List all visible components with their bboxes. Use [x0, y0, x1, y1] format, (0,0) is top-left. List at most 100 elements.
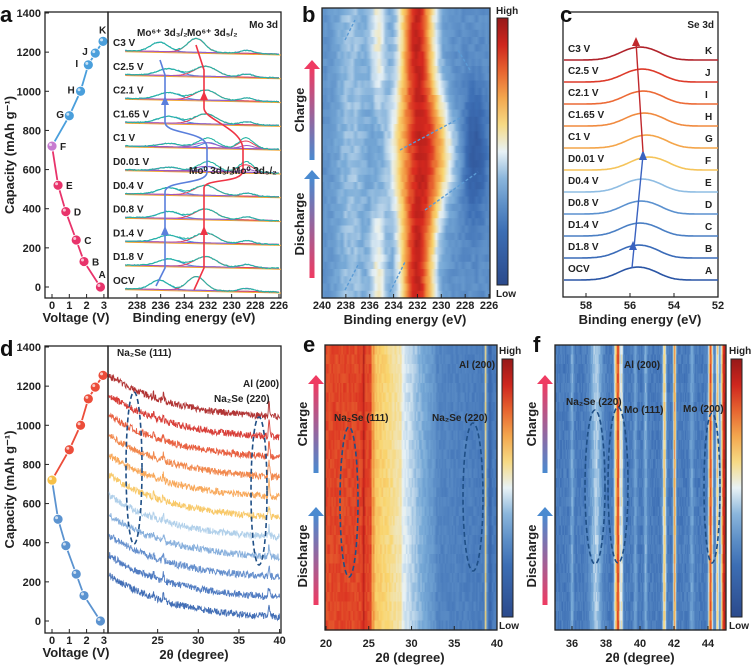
e-heatmap-row	[325, 449, 497, 460]
d-left-point	[63, 444, 75, 456]
e-heatmap-row	[325, 411, 497, 422]
f-heatmap-row	[555, 383, 726, 394]
b-heatmap-row	[322, 51, 490, 60]
c-spectrum	[564, 200, 718, 215]
c-row-letter: I	[705, 90, 708, 101]
e-heatmap-row	[325, 601, 497, 612]
d-xrd-pattern	[108, 533, 281, 581]
a-left-point-label: A	[98, 270, 105, 281]
d-left-point	[70, 568, 82, 580]
a-xps-annotation: Mo⁶⁺ 3d₃/₂	[137, 28, 188, 39]
a-xps-envelope	[125, 113, 279, 127]
e-xtick-label: 35	[448, 638, 460, 650]
a-xps-row-label: C3 V	[113, 38, 136, 49]
d-xrd-pattern	[108, 373, 281, 421]
e-xlabel: 2θ (degree)	[375, 650, 444, 665]
e-discharge-arrow	[313, 515, 319, 605]
f-heatmap-row	[555, 506, 726, 517]
c-spectrum	[564, 244, 718, 259]
f-heatmap-row	[555, 364, 726, 375]
b-heatmap-row	[322, 203, 490, 212]
c-row-letter: J	[705, 68, 711, 79]
c-row-label: C3 V	[568, 44, 591, 55]
a-left-point-label: E	[66, 181, 73, 192]
e-colorbar	[501, 358, 514, 618]
b-heatmap-row	[322, 290, 490, 299]
f-heatmap-row	[555, 516, 726, 527]
b-xtick-label: 232	[408, 300, 426, 312]
d-xrd-axes	[107, 345, 282, 634]
c-row-letter: C	[705, 222, 712, 233]
a-xps-arrowhead	[161, 226, 169, 235]
d-left-point	[78, 590, 90, 601]
d-xrd-pattern	[108, 513, 280, 562]
e-heatmap-row	[325, 525, 497, 536]
f-heatmap-row	[555, 411, 726, 422]
b-discharge-label: Discharge	[292, 193, 307, 256]
a-xps-baseline	[125, 122, 282, 127]
f-heatmap-row	[555, 554, 726, 565]
b-colorbar	[496, 17, 509, 286]
d-left-ylabel: Capacity (mAh g⁻¹)	[2, 430, 17, 548]
a-left-point	[95, 281, 106, 293]
e-heatmap-row	[325, 592, 497, 603]
f-heatmap-row	[555, 611, 726, 622]
d-left-point	[95, 615, 106, 627]
b-heatmap-row	[322, 167, 490, 176]
c-row-letter: A	[705, 266, 712, 277]
a-xps-baseline	[125, 289, 282, 294]
e-colorbar-low: Low	[499, 621, 519, 632]
f-discharge-arrow	[542, 515, 548, 605]
a-xps-annotation: Mo⁰ 3d₅/₂	[232, 166, 277, 177]
d-left-point-highlight	[66, 446, 70, 450]
b-xtick-label: 226	[480, 300, 498, 312]
d-left-point	[75, 419, 86, 431]
b-heatmap-row	[322, 269, 490, 277]
c-red-arrow	[635, 41, 644, 153]
f-heatmap-row	[555, 373, 726, 384]
a-left-point-label: D	[74, 208, 81, 219]
f-charge-label: Charge	[524, 402, 539, 447]
c-row-label: C2.1 V	[568, 88, 599, 99]
c-spectrum	[564, 134, 718, 149]
c-xtick-label: 54	[668, 300, 681, 312]
a-left-point-highlight	[92, 50, 96, 54]
a-left-point-label: B	[92, 258, 99, 269]
d-left-point	[89, 381, 101, 393]
a-xps-baseline	[125, 217, 282, 223]
f-charge-arrow	[542, 383, 548, 473]
f-heatmap-row	[555, 620, 726, 631]
panel-letter-c: c	[560, 2, 572, 27]
c-row-label: C1 V	[568, 132, 591, 143]
a-xps-envelope	[125, 65, 280, 79]
a-xps-xtick-label: 238	[128, 300, 146, 312]
e-na2se-220-ellipse	[462, 422, 484, 572]
a-xps-row-label: D1.8 V	[113, 252, 144, 263]
a-xps-row-label: D0.01 V	[113, 157, 149, 168]
c-row-letter: F	[705, 156, 711, 167]
b-heatmap-row	[322, 254, 490, 263]
e-heatmap-row	[325, 506, 497, 517]
e-annotation: Al (200)	[459, 360, 495, 371]
b-heatmap-row	[322, 22, 490, 31]
c-blue-arrowhead	[639, 150, 647, 160]
a-left-point-label: J	[82, 47, 88, 58]
f-heatmap-row	[555, 601, 726, 612]
d-left-ytick-label: 200	[23, 577, 41, 589]
a-xps-component	[125, 145, 279, 150]
b-heatmap-row	[322, 232, 490, 241]
a-xps-envelope	[125, 89, 280, 103]
a-left-xtick-label: 3	[101, 300, 107, 312]
c-spectrum	[564, 68, 718, 83]
a-xps-baseline	[125, 265, 282, 270]
f-heatmap-row	[555, 563, 726, 574]
a-left-point-label: F	[60, 142, 66, 153]
f-annotation: Na₂Se (220)	[566, 397, 622, 408]
panel-letter-b: b	[302, 2, 315, 27]
e-heatmap-row	[325, 478, 497, 489]
e-colorbar-high: High	[499, 346, 521, 357]
c-spectrum	[564, 266, 718, 281]
c-row-letter: B	[705, 244, 712, 255]
a-xps-axes	[107, 11, 282, 299]
